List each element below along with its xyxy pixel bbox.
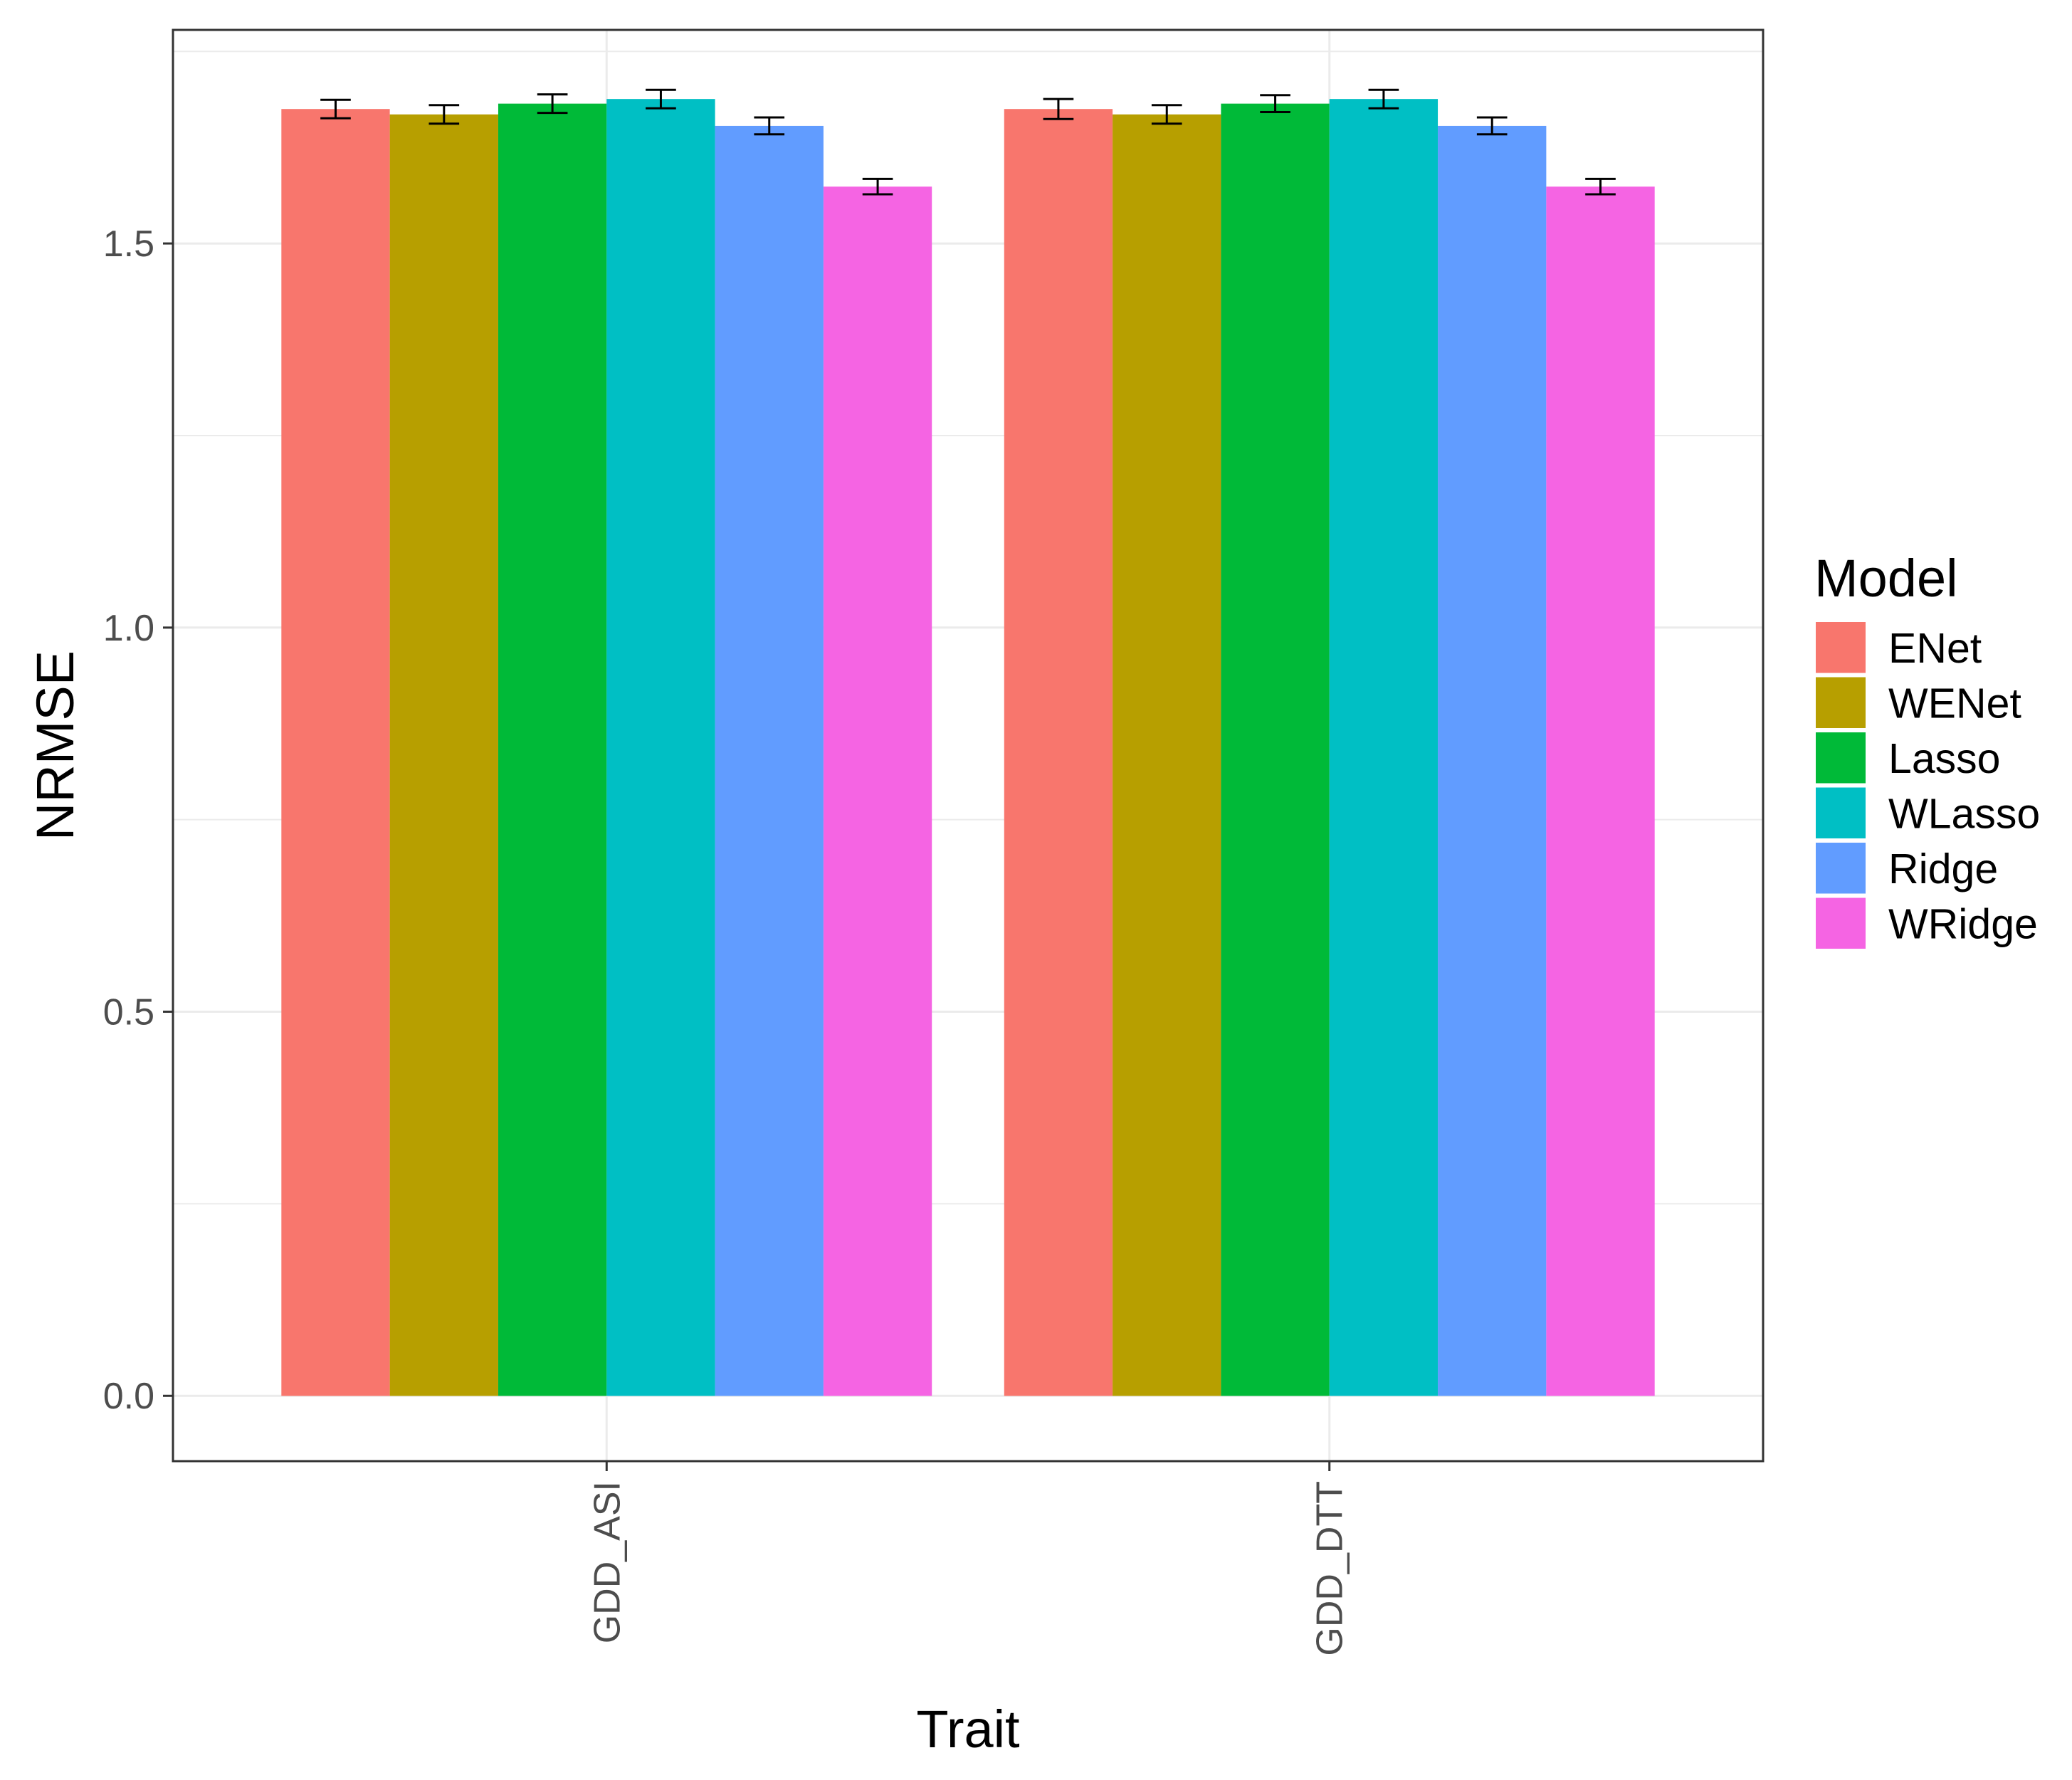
y-axis-title: NRMSE [26, 651, 85, 841]
bar-lasso-gdd_asi [498, 103, 607, 1396]
legend-key [1816, 897, 1866, 949]
error-bar [320, 98, 351, 120]
error-bar [1151, 104, 1182, 125]
bar-wlasso-gdd_asi [606, 99, 715, 1396]
bar-wenet-gdd_asi [389, 114, 498, 1396]
legend-item-ridge: Ridge [1816, 843, 1998, 894]
legend: Model ENet WENet Lasso WLasso Ridge WRidge [1814, 549, 2040, 949]
bars [281, 99, 1655, 1396]
bar-ridge-gdd_dtt [1438, 125, 1547, 1396]
legend-item-wenet: WENet [1816, 677, 2021, 728]
legend-key [1816, 843, 1866, 894]
legend-item-wridge: WRidge [1816, 897, 2038, 949]
legend-key [1816, 622, 1866, 673]
x-tick-label: GDD_DTT [1310, 1481, 1351, 1656]
legend-key [1816, 732, 1866, 784]
bar-ridge-gdd_asi [715, 125, 824, 1396]
legend-label: Ridge [1888, 846, 1998, 892]
error-bar [1043, 98, 1074, 120]
legend-item-enet: ENet [1816, 622, 1982, 673]
axes: 0.0 0.5 1.0 1.5 GDD_ASI GDD_DTT [103, 223, 1351, 1655]
x-axis-title: Trait [916, 1700, 1020, 1759]
legend-label: Lasso [1888, 735, 2000, 782]
bar-wridge-gdd_asi [823, 186, 932, 1396]
bar-wenet-gdd_dtt [1113, 114, 1221, 1396]
legend-title: Model [1814, 549, 1958, 608]
error-bar [862, 177, 893, 196]
bar-wlasso-gdd_dtt [1329, 99, 1439, 1396]
error-bar [1585, 177, 1616, 196]
error-bar [754, 116, 785, 136]
error-bar [646, 88, 676, 110]
legend-key [1816, 677, 1866, 728]
y-tick-label: 0.0 [103, 1376, 154, 1417]
error-bar [537, 93, 568, 115]
panel-border [172, 28, 1765, 1463]
legend-label: ENet [1888, 625, 1982, 672]
bar-enet-gdd_asi [281, 109, 390, 1396]
legend-label: WLasso [1888, 790, 2040, 837]
bar-wridge-gdd_dtt [1546, 186, 1655, 1396]
legend-label: WRidge [1888, 900, 2038, 947]
error-bar [1368, 88, 1399, 110]
error-bar [1260, 94, 1290, 114]
bar-lasso-gdd_dtt [1221, 103, 1330, 1396]
x-tick-label: GDD_ASI [587, 1481, 628, 1643]
y-tick-label: 0.5 [103, 992, 154, 1033]
legend-item-wlasso: WLasso [1816, 787, 2040, 838]
error-bar [428, 104, 460, 125]
legend-key [1816, 787, 1866, 838]
y-tick-label: 1.5 [103, 223, 154, 265]
legend-label: WENet [1888, 680, 2021, 727]
legend-item-lasso: Lasso [1816, 732, 2000, 784]
bar-enet-gdd_dtt [1004, 109, 1113, 1396]
error-bars [320, 88, 1616, 196]
error-bar [1476, 116, 1508, 136]
y-tick-label: 1.0 [103, 608, 154, 649]
